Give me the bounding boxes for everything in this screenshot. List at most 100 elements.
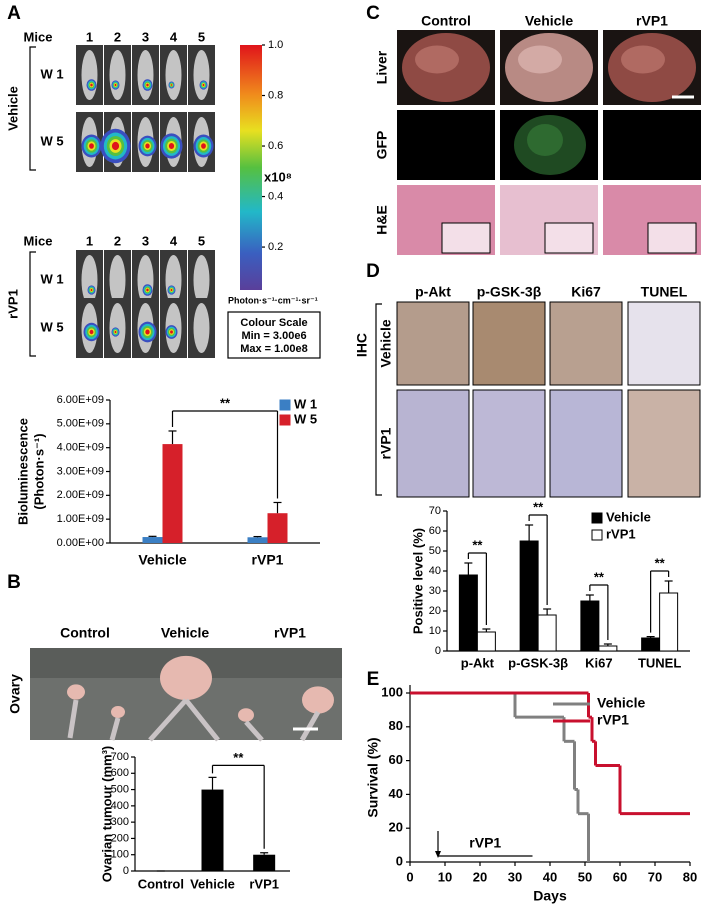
- x-tick-label: 80: [683, 869, 697, 884]
- ihc-photo: [549, 301, 623, 386]
- ovary: [67, 684, 85, 700]
- group-label: rVP1: [5, 289, 20, 319]
- x-tick-label: 40: [543, 869, 557, 884]
- y-tick-label: 4.00E+09: [57, 442, 104, 454]
- panel-letter: C: [366, 3, 380, 24]
- bar: [519, 540, 539, 652]
- bar: [641, 637, 661, 652]
- mouse: [137, 50, 154, 100]
- column-label: rVP1: [274, 625, 306, 641]
- mouse-number: 3: [142, 233, 149, 248]
- x-tick-label: TUNEL: [638, 655, 681, 670]
- signal: [168, 142, 175, 150]
- y-tick-label: 70: [429, 505, 441, 517]
- mouse-number: 1: [86, 29, 93, 44]
- legend-label: Vehicle: [597, 695, 645, 711]
- colour-tick-label: 0.4: [268, 190, 283, 202]
- mice-label: Mice: [24, 29, 53, 44]
- colour-tick-label: 1.0: [268, 39, 283, 51]
- signal: [111, 141, 120, 151]
- y-tick-label: 50: [429, 545, 441, 557]
- panel-letter: A: [7, 3, 21, 24]
- y-tick-label: 80: [389, 718, 403, 733]
- column-label: p-Akt: [415, 284, 451, 300]
- colour-tick-label: 0.6: [268, 140, 283, 152]
- week-label: W 1: [40, 66, 63, 81]
- mouse-number: 4: [170, 29, 178, 44]
- mouse: [109, 303, 126, 353]
- row-label: Liver: [374, 50, 390, 84]
- x-tick-label: p-GSK-3β: [508, 655, 568, 670]
- mouse-number: 5: [198, 233, 205, 248]
- legend-label: rVP1: [606, 526, 636, 541]
- oviduct: [299, 710, 321, 742]
- bar: [659, 592, 679, 652]
- mouse-number: 3: [142, 29, 149, 44]
- ihc-photo: [396, 389, 470, 498]
- he-inset: [441, 222, 491, 254]
- y-tick-label: 500: [111, 783, 129, 795]
- colour-scale-text: Max = 1.00e8: [240, 343, 308, 355]
- group-label: Vehicle: [5, 86, 20, 131]
- panel-letter: E: [367, 669, 380, 690]
- colour-multiplier: x10⁸: [264, 169, 292, 184]
- bar: [537, 614, 557, 652]
- x-tick-label: 60: [613, 869, 627, 884]
- bar: [253, 854, 276, 871]
- oviduct: [184, 698, 220, 742]
- mouse: [193, 255, 210, 305]
- significance-label: **: [472, 537, 483, 552]
- y-tick-label: 0: [435, 645, 441, 657]
- signal: [146, 83, 149, 87]
- y-tick-label: 400: [111, 800, 129, 812]
- y-tick-label: 20: [389, 820, 403, 835]
- y-tick-label: 700: [111, 751, 129, 763]
- y-axis-label: Bioluminescence: [15, 418, 30, 525]
- treatment-label: rVP1: [469, 835, 501, 851]
- group-bracket: [29, 251, 36, 357]
- bar: [247, 537, 268, 543]
- x-tick-label: Ki67: [585, 655, 612, 670]
- colour-tick-label: 0.8: [268, 89, 283, 101]
- ihc-photo: [472, 389, 546, 498]
- y-tick-label: 1.00E+09: [57, 513, 104, 525]
- group-bracket: [29, 46, 36, 171]
- ihc-photo: [549, 389, 623, 498]
- significance-label: **: [594, 569, 605, 584]
- x-tick-label: 0: [406, 869, 413, 884]
- mice-label: Mice: [24, 233, 53, 248]
- signal: [145, 143, 150, 149]
- y-axis-label: (Photon·s⁻¹): [31, 433, 46, 509]
- x-tick-label: 70: [648, 869, 662, 884]
- liver: [415, 45, 459, 74]
- y-tick-label: 0: [396, 853, 403, 868]
- y-tick-label: 60: [429, 525, 441, 537]
- bar: [142, 537, 163, 543]
- x-tick-label: 20: [473, 869, 487, 884]
- x-tick-label: rVP1: [252, 552, 284, 568]
- he-inset: [647, 222, 697, 254]
- bar: [598, 645, 618, 652]
- week-label: W 5: [40, 133, 63, 148]
- y-tick-label: 200: [111, 832, 129, 844]
- legend-swatch: [279, 399, 291, 411]
- mouse: [81, 255, 98, 305]
- y-tick-label: 600: [111, 767, 129, 779]
- bar: [201, 789, 224, 871]
- mouse: [137, 255, 154, 305]
- x-tick-label: 30: [508, 869, 522, 884]
- mouse: [165, 50, 182, 100]
- mouse-number: 5: [198, 29, 205, 44]
- column-label: Ki67: [571, 284, 601, 300]
- mouse: [81, 50, 98, 100]
- signal: [89, 143, 94, 149]
- legend-swatch: [279, 414, 291, 426]
- significance-label: **: [533, 499, 544, 514]
- signal: [146, 288, 149, 292]
- y-tick-label: 0: [123, 865, 129, 877]
- he-inset: [544, 222, 594, 254]
- bar: [580, 600, 600, 652]
- y-tick-label: 20: [429, 605, 441, 617]
- mouse-number: 4: [170, 233, 178, 248]
